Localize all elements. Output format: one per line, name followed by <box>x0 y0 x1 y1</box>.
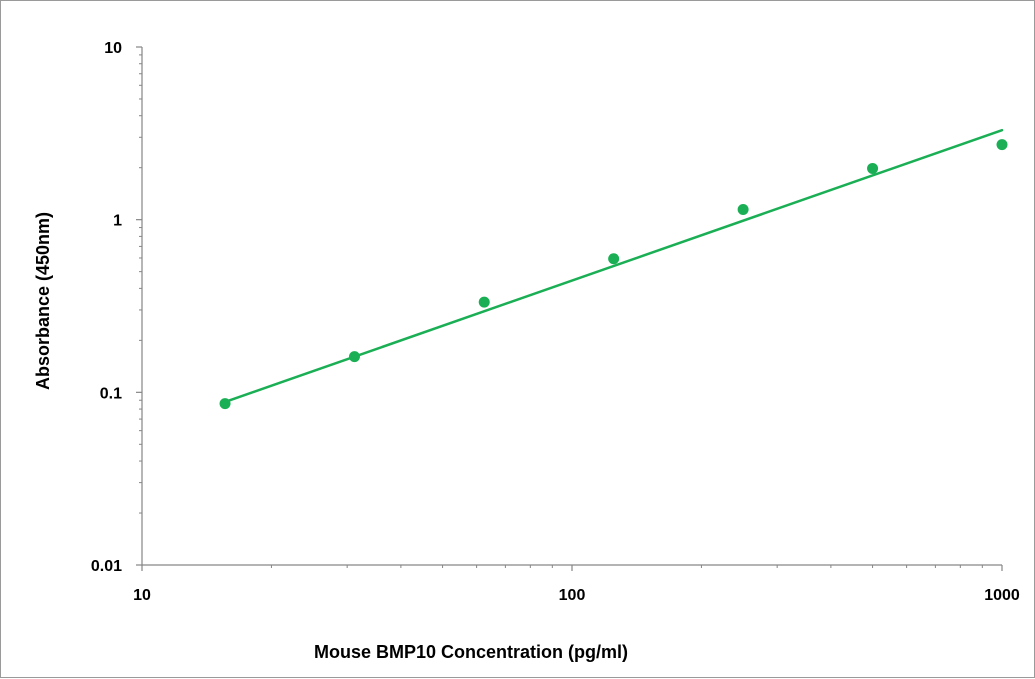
tick-labels: 0.01 0.1 1 10 10 100 1000 <box>91 40 1020 604</box>
x-tick-label: 100 <box>559 587 586 604</box>
y-tick-label: 10 <box>104 40 122 57</box>
y-axis-title: Absorbance (450nm) <box>33 212 53 390</box>
axes <box>136 46 1003 571</box>
x-axis-title: Mouse BMP10 Concentration (pg/ml) <box>314 642 628 662</box>
data-point <box>348 351 360 363</box>
data-point <box>867 162 879 174</box>
x-tick-label: 1000 <box>984 587 1020 604</box>
data-point <box>996 139 1008 151</box>
x-tick-label: 10 <box>133 587 151 604</box>
data-point <box>478 296 490 308</box>
y-tick-label: 0.1 <box>100 385 122 402</box>
data-point <box>219 398 231 410</box>
data-points <box>219 139 1008 410</box>
data-point <box>608 253 620 265</box>
y-tick-label: 1 <box>113 213 122 230</box>
data-point <box>737 204 749 216</box>
trendline-layer <box>223 128 1004 404</box>
y-tick-label: 0.01 <box>91 558 122 575</box>
trendline <box>223 128 1004 404</box>
